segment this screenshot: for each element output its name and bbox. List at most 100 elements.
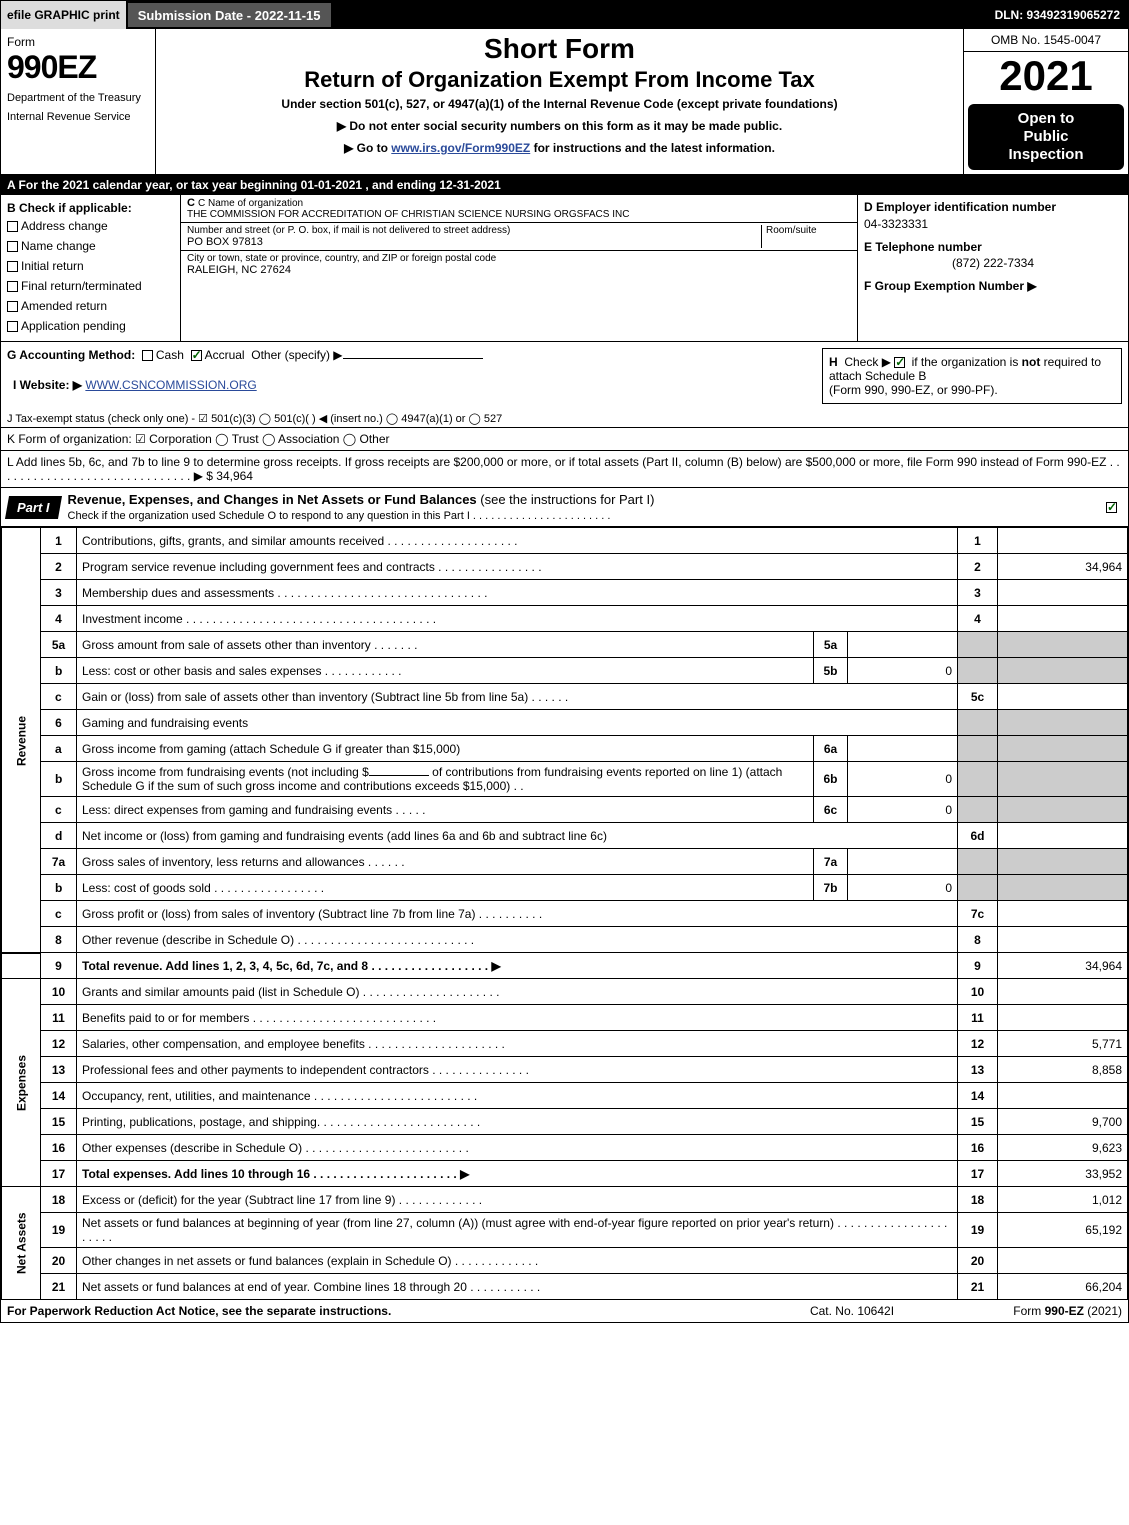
line-17: 17Total expenses. Add lines 10 through 1… (2, 1161, 1128, 1187)
chk-application-pending[interactable]: Application pending (7, 317, 174, 335)
h-text4: (Form 990, 990-EZ, or 990-PF). (829, 383, 998, 397)
c-addr-row: Number and street (or P. O. box, if mail… (181, 223, 857, 251)
g-row: G Accounting Method: Cash Accrual Other … (7, 348, 822, 362)
line-13: 13Professional fees and other payments t… (2, 1057, 1128, 1083)
submission-date-button[interactable]: Submission Date - 2022-11-15 (126, 1, 333, 29)
chk-accrual[interactable] (191, 350, 202, 361)
ssn-warning: ▶ Do not enter social security numbers o… (164, 119, 955, 133)
top-bar: efile GRAPHIC print Submission Date - 20… (1, 1, 1128, 29)
l-amount: 34,964 (216, 469, 253, 483)
line-3: 3Membership dues and assessments . . . .… (2, 580, 1128, 606)
goto-post: for instructions and the latest informat… (530, 141, 775, 155)
h-box: H Check ▶ if the organization is not req… (822, 348, 1122, 404)
line-4: 4Investment income . . . . . . . . . . .… (2, 606, 1128, 632)
line-7c: cGross profit or (loss) from sales of in… (2, 901, 1128, 927)
line-18: Net Assets 18Excess or (deficit) for the… (2, 1187, 1128, 1213)
line-7a: 7aGross sales of inventory, less returns… (2, 849, 1128, 875)
dln-label: DLN: 93492319065272 (987, 1, 1128, 29)
line-2: 2Program service revenue including gover… (2, 554, 1128, 580)
short-form-title: Short Form (164, 33, 955, 65)
line-19: 19Net assets or fund balances at beginni… (2, 1213, 1128, 1248)
line-7b: bLess: cost of goods sold . . . . . . . … (2, 875, 1128, 901)
line-14: 14Occupancy, rent, utilities, and mainte… (2, 1083, 1128, 1109)
section-i: I Website: ▶ WWW.CSNCOMMISSION.ORG (7, 376, 822, 394)
chk-final-return[interactable]: Final return/terminated (7, 277, 174, 295)
h-text1: H Check ▶ (829, 355, 894, 369)
c-city-row: City or town, state or province, country… (181, 251, 857, 278)
topbar-spacer (333, 1, 987, 29)
col-c: C C Name of organization THE COMMISSION … (181, 195, 858, 341)
efile-print-button[interactable]: efile GRAPHIC print (1, 1, 126, 29)
section-k: K Form of organization: ☑ Corporation ◯ … (1, 428, 1128, 451)
line-16: 16Other expenses (describe in Schedule O… (2, 1135, 1128, 1161)
addr-label: Number and street (or P. O. box, if mail… (187, 225, 761, 236)
chk-name-change[interactable]: Name change (7, 237, 174, 255)
under-section: Under section 501(c), 527, or 4947(a)(1)… (164, 97, 955, 111)
line-21: 21Net assets or fund balances at end of … (2, 1274, 1128, 1300)
phone-value: (872) 222-7334 (864, 255, 1122, 272)
goto-line: ▶ Go to www.irs.gov/Form990EZ for instru… (164, 141, 955, 155)
part1-header: Part I Revenue, Expenses, and Changes in… (1, 488, 1128, 527)
goto-pre: ▶ Go to (344, 141, 391, 155)
section-j: J Tax-exempt status (check only one) - ☑… (1, 410, 1128, 428)
dept-treasury: Department of the Treasury (7, 92, 149, 105)
chk-amended-return[interactable]: Amended return (7, 297, 174, 315)
line-1: Revenue 1Contributions, gifts, grants, a… (2, 528, 1128, 554)
line-12: 12Salaries, other compensation, and empl… (2, 1031, 1128, 1057)
city-label: City or town, state or province, country… (187, 253, 496, 264)
chk-cash[interactable] (142, 350, 153, 361)
row-a: A For the 2021 calendar year, or tax yea… (1, 175, 1128, 195)
line-10: Expenses 10Grants and similar amounts pa… (2, 979, 1128, 1005)
part1-check[interactable] (1106, 500, 1128, 514)
section-gh: G Accounting Method: Cash Accrual Other … (1, 342, 1128, 410)
col-def: D Employer identification number 04-3323… (858, 195, 1128, 341)
open-line2: Public (972, 128, 1120, 146)
chk-initial-return[interactable]: Initial return (7, 257, 174, 275)
e-label: E Telephone number (864, 239, 1122, 256)
b-label: B Check if applicable: (7, 199, 174, 217)
form-label: Form (7, 35, 149, 49)
city-value: RALEIGH, NC 27624 (187, 264, 496, 276)
open-line1: Open to (972, 110, 1120, 128)
line-15: 15Printing, publications, postage, and s… (2, 1109, 1128, 1135)
header-center: Short Form Return of Organization Exempt… (156, 29, 963, 174)
lines-table: Revenue 1Contributions, gifts, grants, a… (1, 527, 1128, 1300)
col-b: B Check if applicable: Address change Na… (1, 195, 181, 341)
form-header: Form 990EZ Department of the Treasury In… (1, 29, 1128, 175)
dept-irs: Internal Revenue Service (7, 111, 149, 124)
part1-subtitle: Check if the organization used Schedule … (68, 510, 611, 522)
h-text2: if the organization is (912, 355, 1022, 369)
tax-year: 2021 (964, 52, 1128, 100)
vlabel-expenses: Expenses (2, 979, 41, 1187)
c-name-row: C C Name of organization THE COMMISSION … (181, 195, 857, 223)
line-6a: aGross income from gaming (attach Schedu… (2, 736, 1128, 762)
open-to-public: Open to Public Inspection (968, 104, 1124, 170)
chk-h[interactable] (894, 357, 905, 368)
d-label: D Employer identification number (864, 199, 1122, 216)
footer-mid: Cat. No. 10642I (762, 1304, 942, 1318)
part1-tab: Part I (5, 496, 62, 519)
other-specify-input[interactable] (343, 358, 483, 359)
org-name: THE COMMISSION FOR ACCREDITATION OF CHRI… (187, 209, 851, 220)
header-right: OMB No. 1545-0047 2021 Open to Public In… (963, 29, 1128, 174)
c-label: C C Name of organization (187, 197, 851, 209)
line-8: 8Other revenue (describe in Schedule O) … (2, 927, 1128, 953)
line-5a: 5aGross amount from sale of assets other… (2, 632, 1128, 658)
l-text: L Add lines 5b, 6c, and 7b to line 9 to … (7, 455, 1120, 483)
return-title: Return of Organization Exempt From Incom… (164, 67, 955, 93)
line-6d: dNet income or (loss) from gaming and fu… (2, 823, 1128, 849)
line-5b: bLess: cost or other basis and sales exp… (2, 658, 1128, 684)
vlabel-revenue: Revenue (2, 528, 41, 953)
section-l: L Add lines 5b, 6c, and 7b to line 9 to … (1, 451, 1128, 488)
line-6b: bGross income from fundraising events (n… (2, 762, 1128, 797)
irs-link[interactable]: www.irs.gov/Form990EZ (391, 141, 530, 155)
ein-value: 04-3323331 (864, 216, 1122, 233)
footer: For Paperwork Reduction Act Notice, see … (1, 1300, 1128, 1322)
form-number: 990EZ (7, 49, 149, 86)
line-20: 20Other changes in net assets or fund ba… (2, 1248, 1128, 1274)
header-left: Form 990EZ Department of the Treasury In… (1, 29, 156, 174)
chk-address-change[interactable]: Address change (7, 217, 174, 235)
website-link[interactable]: WWW.CSNCOMMISSION.ORG (85, 378, 256, 392)
line-6: 6Gaming and fundraising events (2, 710, 1128, 736)
line-11: 11Benefits paid to or for members . . . … (2, 1005, 1128, 1031)
